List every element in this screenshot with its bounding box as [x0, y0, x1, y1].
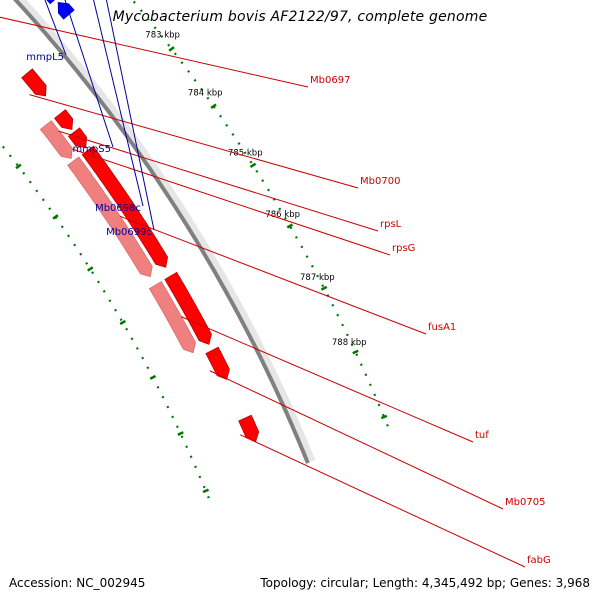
feature-layer [21, 0, 260, 443]
leader-line [0, 16, 309, 88]
rna-block[interactable] [67, 156, 153, 278]
gene-label-mb0698c[interactable]: Mb0698c [95, 203, 141, 214]
gene-mb0705[interactable] [205, 346, 230, 380]
gene-label-tuf[interactable]: tuf [475, 430, 489, 441]
accession-text: Accession: NC_002945 [9, 576, 146, 590]
gene-mb0699c[interactable] [57, 1, 75, 20]
tick-mark [52, 214, 59, 220]
leader-line [119, 215, 427, 335]
tick-mark [177, 431, 184, 436]
leader-line [58, 130, 379, 232]
gene-label-mb0700[interactable]: Mb0700 [360, 176, 400, 187]
gene-label-mmpl5[interactable]: mmpL5 [26, 52, 64, 63]
gene-mb0698c[interactable] [35, 0, 60, 5]
genome-summary-text: Topology: circular; Length: 4,345,492 bp… [260, 576, 590, 590]
tick-mark [15, 163, 22, 170]
tick-label: 783 kbp [145, 30, 180, 40]
tick-label: 788 kbp [332, 338, 367, 348]
gene-rpsl[interactable] [54, 109, 74, 130]
tick-mark [320, 285, 328, 291]
tick-mark [119, 319, 126, 326]
genome-title: Mycobacterium bovis AF2122/97, complete … [112, 9, 488, 25]
gene-label-mb0705[interactable]: Mb0705 [505, 497, 545, 508]
tick-mark [210, 103, 217, 109]
gene-fusa1[interactable] [81, 145, 169, 268]
leader-line [64, 0, 114, 148]
backbone-band [15, 0, 316, 464]
tick-mark [202, 488, 210, 494]
leader-line [93, 0, 144, 207]
backbone-line [13, 0, 310, 464]
gene-fabg[interactable] [238, 414, 260, 443]
backbone-layer [0, 0, 391, 503]
tick-mark [352, 349, 359, 355]
tick-label: 784 kbp [188, 88, 223, 98]
gene-tuf[interactable] [164, 271, 212, 345]
gene-label-rpsg[interactable]: rpsG [392, 243, 415, 254]
gene-label-fusa1[interactable]: fusA1 [428, 322, 456, 333]
tick-mark [380, 414, 388, 420]
leader-line [72, 148, 391, 256]
leader-line [209, 370, 504, 510]
gene-rpsg[interactable] [67, 127, 88, 149]
leader-line [240, 434, 526, 568]
tick-label: 787 kbp [300, 273, 335, 283]
gene-label-mmps5[interactable]: mmpS5 [72, 144, 111, 155]
rna-block[interactable] [148, 281, 196, 354]
tick-mark [149, 374, 157, 380]
inner-tick-ring [131, 0, 391, 431]
gene-label-fabg[interactable]: fabG [527, 555, 551, 566]
gene-label-rpsl[interactable]: rpsL [380, 219, 402, 230]
tick-mark [249, 162, 257, 168]
gene-label-mb0697[interactable]: Mb0697 [310, 75, 350, 86]
gene-mb0700[interactable] [21, 68, 47, 97]
leader-line [29, 94, 359, 189]
leader-line [105, 0, 155, 231]
tick-mark [168, 46, 175, 52]
leader-line [180, 316, 474, 443]
tick-mark [286, 223, 294, 229]
leader-line [44, 0, 67, 56]
gene-label-mb0699c[interactable]: Mb0699c [106, 227, 152, 238]
rna-block[interactable] [39, 120, 73, 159]
tick-label: 785 kbp [228, 148, 263, 158]
tick-label: 786 kbp [265, 210, 300, 220]
tick-mark [87, 266, 94, 272]
